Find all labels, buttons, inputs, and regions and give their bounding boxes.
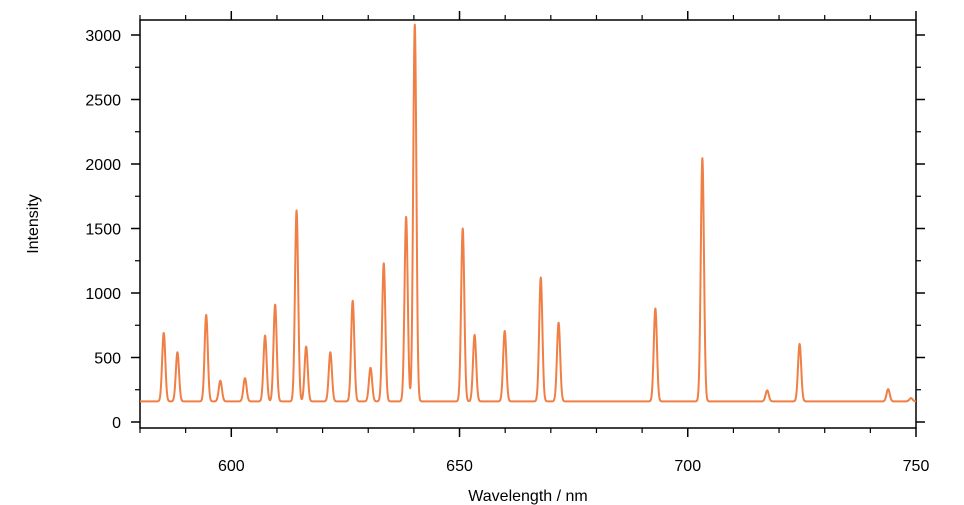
spectrum-line (139, 23, 917, 403)
y-axis-title: Intensity (25, 194, 42, 254)
y-tick-label: 1500 (85, 222, 121, 239)
series-layer (139, 23, 917, 403)
axis-ticks (131, 11, 925, 437)
x-tick-label: 700 (674, 458, 701, 475)
y-tick-label: 1000 (85, 286, 121, 303)
x-tick-label: 650 (446, 458, 473, 475)
y-tick-label: 2000 (85, 157, 121, 174)
y-tick-label: 3000 (85, 28, 121, 45)
x-tick-label: 750 (903, 458, 930, 475)
y-tick-label: 500 (94, 351, 121, 368)
y-tick-label: 0 (112, 415, 121, 432)
x-tick-label: 600 (218, 458, 245, 475)
plot-frame (139, 19, 917, 429)
x-axis-title: Wavelength / nm (468, 488, 587, 505)
axis-tick-labels: 600 650 700 750 0 500 1000 1500 2000 2500 3000 (85, 28, 929, 475)
y-tick-label: 2500 (85, 93, 121, 110)
